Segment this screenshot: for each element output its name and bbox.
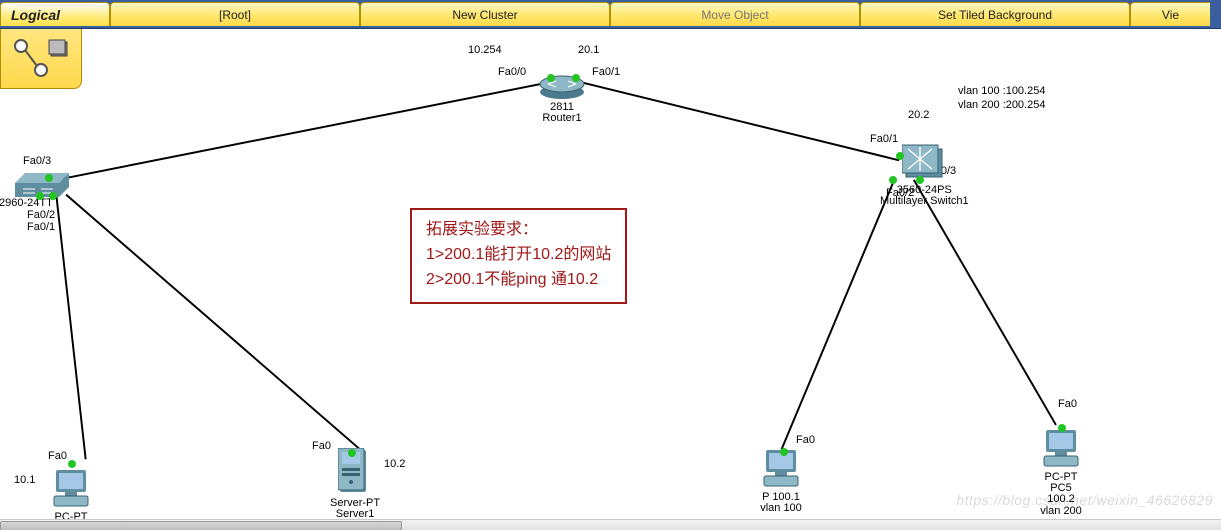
requirements-box: 拓展实验要求： 1>200.1能打开10.2的网站 2>200.1不能ping … bbox=[410, 208, 627, 304]
link-status-dot bbox=[348, 449, 356, 457]
link-status-dot bbox=[1058, 424, 1066, 432]
top-toolbar: Logical [Root] New Cluster Move Object S… bbox=[0, 0, 1221, 29]
pc-icon bbox=[1040, 428, 1082, 470]
pc-right-vlan: vlan 200 bbox=[1040, 505, 1082, 518]
device-pc-right[interactable]: PC-PT PC5 100.2 vlan 200 bbox=[1040, 428, 1082, 518]
link-status-dot bbox=[572, 74, 580, 82]
link-status-dot bbox=[547, 74, 555, 82]
tab-root[interactable]: [Root] bbox=[110, 2, 360, 26]
device-server[interactable]: Server-PT Server1 bbox=[330, 448, 380, 521]
pc-icon bbox=[50, 468, 92, 510]
scrollbar-thumb[interactable] bbox=[0, 521, 402, 530]
horizontal-scrollbar[interactable] bbox=[0, 519, 1221, 530]
link-status-dot bbox=[916, 176, 924, 184]
topology-tool-icon[interactable] bbox=[11, 36, 71, 80]
pc-mid-label-bot: vlan 100 bbox=[760, 502, 802, 515]
multilayer-switch-icon bbox=[902, 143, 946, 183]
switch-right-name: Multilayer Switch1 bbox=[880, 195, 969, 208]
tab-logical[interactable]: Logical bbox=[0, 2, 110, 26]
device-pc-left[interactable]: PC-PT bbox=[50, 468, 92, 524]
router-name-label: Router1 bbox=[538, 112, 586, 125]
link-status-dot bbox=[896, 152, 904, 160]
topology-canvas[interactable]: 2811 Router1 10.254 20.1 Fa0/0 Fa0/1 296… bbox=[0, 28, 1221, 520]
req-line-2: 1>200.1能打开10.2的网站 bbox=[426, 243, 611, 268]
link-status-dot bbox=[36, 192, 44, 200]
watermark-text: https://blog.csdn.net/weixin_46626829 bbox=[956, 492, 1213, 508]
link-status-dot bbox=[49, 192, 57, 200]
req-line-1: 拓展实验要求： bbox=[426, 218, 611, 243]
link-status-dot bbox=[45, 174, 53, 182]
link-status-dot bbox=[889, 176, 897, 184]
tab-view-cut[interactable]: Vie bbox=[1130, 2, 1210, 26]
tab-new-cluster[interactable]: New Cluster bbox=[360, 2, 610, 26]
link-status-dot bbox=[780, 448, 788, 456]
left-tools-panel bbox=[0, 28, 82, 89]
device-pc-mid[interactable]: P 100.1 vlan 100 bbox=[760, 448, 802, 515]
tab-move-object[interactable]: Move Object bbox=[610, 2, 860, 26]
link-status-dot bbox=[68, 460, 76, 468]
req-line-3: 2>200.1不能ping 通10.2 bbox=[426, 268, 611, 293]
tab-set-tiled-bg[interactable]: Set Tiled Background bbox=[860, 2, 1130, 26]
